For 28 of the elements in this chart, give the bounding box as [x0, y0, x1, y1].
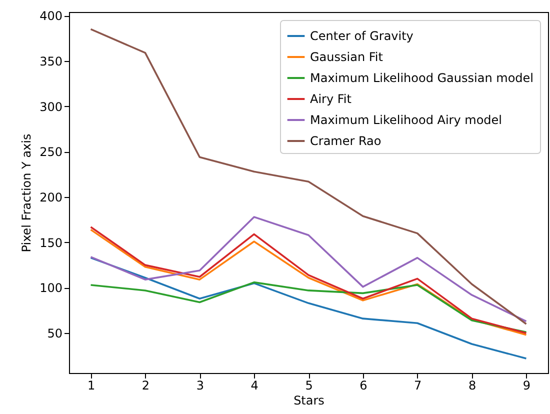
x-tick-label: 3 — [196, 378, 204, 392]
x-tick-label: 4 — [250, 378, 258, 392]
line-series — [90, 256, 528, 360]
y-axis-title: Pixel Fraction Y axis — [20, 134, 34, 252]
x-tick-label: 6 — [360, 378, 368, 392]
legend-label: Center of Gravity — [310, 29, 414, 43]
line-series — [90, 216, 528, 322]
x-tick-label: 9 — [522, 378, 531, 392]
legend-label: Maximum Likelihood Gaussian model — [310, 71, 534, 85]
y-tick-label: 350 — [40, 54, 62, 68]
x-tick-label: 8 — [468, 378, 476, 392]
x-tick-label: 1 — [87, 378, 96, 392]
legend-label: Airy Fit — [310, 92, 352, 106]
line-series — [90, 281, 528, 334]
x-tick-label: 2 — [142, 378, 150, 392]
y-tick-label: 50 — [47, 326, 62, 341]
y-tick-label: 150 — [40, 236, 62, 250]
x-axis-title: Stars — [294, 394, 324, 408]
legend-label: Gaussian Fit — [310, 50, 384, 64]
y-tick-label: 400 — [40, 9, 62, 24]
x-tick-label: 7 — [414, 378, 422, 392]
y-tick-label: 250 — [40, 145, 62, 160]
legend-label: Maximum Likelihood Airy model — [310, 113, 502, 127]
x-tick-label: 5 — [305, 378, 313, 392]
y-tick-label: 100 — [40, 281, 62, 296]
legend-label: Cramer Rao — [310, 134, 382, 148]
y-tick-label: 200 — [40, 190, 62, 205]
y-tick-label: 300 — [40, 100, 62, 114]
